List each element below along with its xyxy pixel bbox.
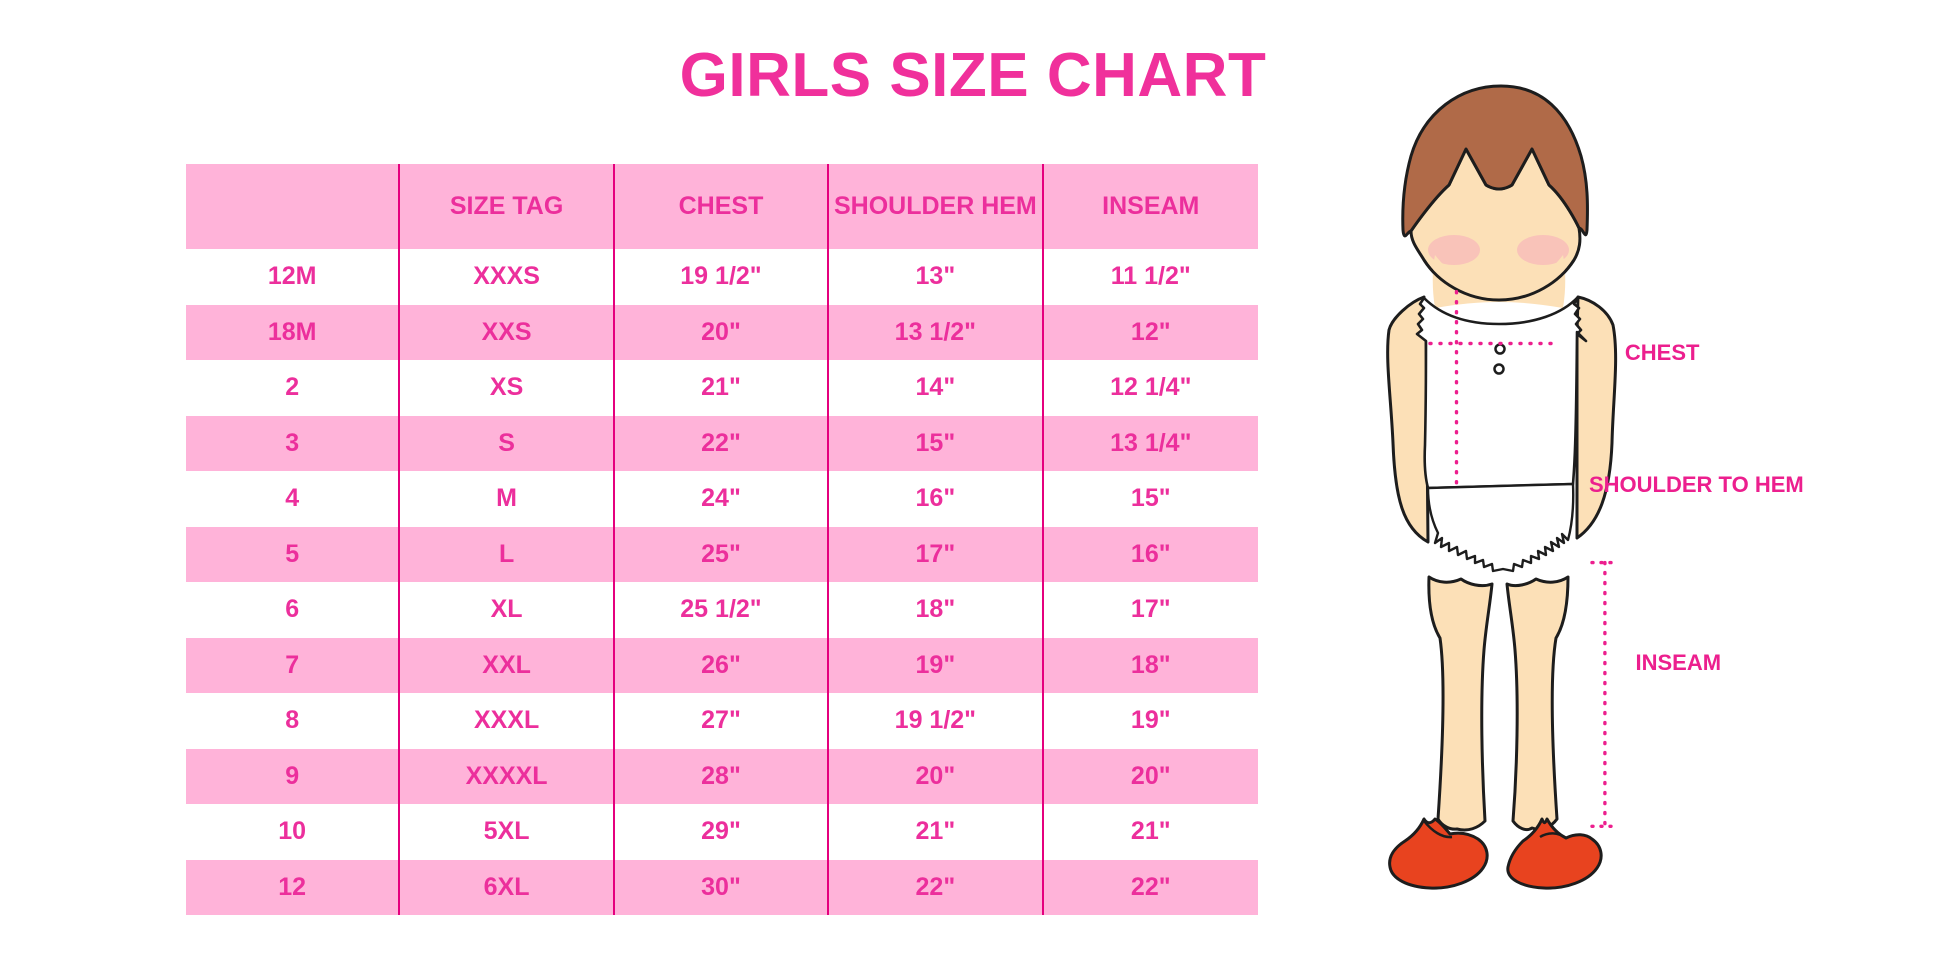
svg-text:INSEAM: INSEAM (1636, 650, 1722, 675)
svg-text:SHOULDER TO HEM: SHOULDER TO HEM (1589, 472, 1804, 497)
svg-text:CHEST: CHEST (1625, 340, 1700, 365)
